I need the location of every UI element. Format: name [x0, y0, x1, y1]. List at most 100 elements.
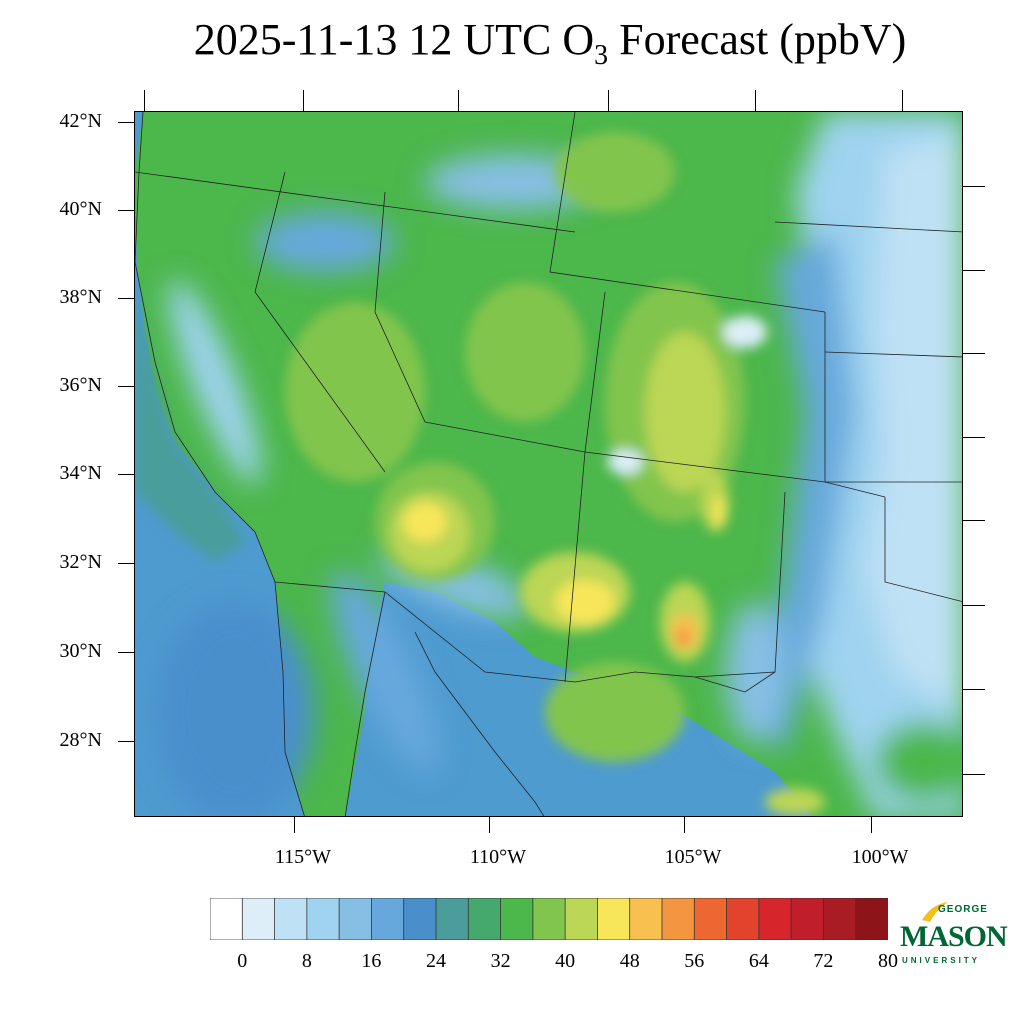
border-az-nm	[564, 451, 586, 683]
southeast-yellow	[765, 788, 825, 816]
colorbar-swatch	[823, 898, 857, 940]
arizona-yellow-core	[403, 502, 447, 542]
colorbar-swatch	[726, 898, 760, 940]
map-title: 2025-11-13 12 UTC O3 Forecast (ppbV)	[0, 14, 1024, 72]
border-nv-ut	[374, 191, 426, 423]
plains-pale	[865, 132, 962, 711]
south-ocean-blue	[155, 602, 315, 816]
mainland-mexico-coast	[414, 631, 545, 816]
lat-label: 30°N	[59, 640, 102, 662]
colorbar-swatch	[758, 898, 793, 940]
border-ut-az	[424, 421, 586, 453]
lon-tick	[684, 817, 685, 833]
pale-patch-east	[607, 450, 643, 474]
lat-tick	[118, 122, 134, 123]
colorbar-swatch	[467, 898, 502, 940]
lat-tick	[118, 386, 134, 387]
colorbar-swatch	[338, 898, 373, 940]
top-tick	[755, 90, 756, 111]
colorbar-label: 16	[361, 950, 382, 972]
colorbar-swatch	[274, 898, 308, 940]
wyoming-light-green	[555, 132, 675, 212]
colorbar-swatch	[693, 898, 728, 940]
colorado-yellow-green	[645, 332, 725, 492]
chihuahua-orange	[676, 629, 690, 647]
lon-tick	[489, 817, 490, 833]
colorbar-label: 48	[619, 950, 640, 972]
right-tick	[963, 353, 985, 354]
title-subscript: 3	[594, 39, 609, 71]
george-mason-logo: GEORGE MASON UNIVERSITY	[898, 900, 1008, 970]
logo-george: GEORGE	[938, 904, 988, 915]
central-valley-blue	[169, 279, 261, 485]
lat-label: 40°N	[59, 198, 102, 220]
lat-tick	[118, 474, 134, 475]
border-us-mexico	[274, 581, 776, 693]
right-tick	[963, 437, 985, 438]
lat-tick	[118, 298, 134, 299]
lat-tick	[118, 652, 134, 653]
border-east-1	[774, 221, 962, 233]
lon-label: 110°W	[469, 846, 527, 868]
lat-label: 36°N	[59, 374, 102, 396]
colorbar-label: 24	[426, 950, 446, 972]
top-tick	[902, 90, 903, 111]
colorbar	[210, 898, 888, 940]
pale-lake-patch	[723, 316, 767, 348]
title-suffix: Forecast (ppbV)	[608, 15, 907, 64]
border-ca-nv	[254, 171, 386, 473]
sonora-light-green	[545, 662, 685, 762]
lon-label: 105°W	[664, 846, 722, 868]
top-tick	[144, 90, 145, 111]
colorbar-swatch	[629, 898, 663, 940]
top-tick	[303, 90, 304, 111]
border-east-2	[824, 351, 962, 358]
colorbar-swatch	[210, 898, 244, 940]
nevada-light-green	[285, 302, 425, 482]
gulf-green	[875, 722, 962, 802]
colorbar-swatch	[564, 898, 599, 940]
lat-tick	[118, 563, 134, 564]
lat-label: 34°N	[59, 462, 102, 484]
right-tick	[963, 270, 985, 271]
texas-yellow-core	[713, 496, 727, 528]
colorbar-label: 32	[490, 950, 511, 972]
right-tick	[963, 520, 985, 521]
logo-swoosh-icon	[922, 902, 948, 922]
newmexico-yellow-core	[555, 580, 615, 624]
gulf-california-blue	[331, 571, 439, 773]
colorbar-swatch	[371, 898, 405, 940]
political-borders	[135, 112, 962, 816]
colorbar-swatch	[855, 898, 888, 940]
lat-label: 42°N	[59, 110, 102, 132]
baja-east-coast	[344, 591, 386, 816]
colorbar-label: 40	[555, 950, 576, 972]
border-or-nv	[135, 171, 576, 233]
lat-label: 38°N	[59, 286, 102, 308]
colorbar-swatch	[661, 898, 696, 940]
right-tick	[963, 186, 985, 187]
colorbar-label: 80	[878, 950, 898, 972]
lat-label: 28°N	[59, 729, 102, 751]
ozone-map	[134, 111, 963, 817]
colorbar-swatch	[500, 898, 534, 940]
plains-blue-streak	[755, 232, 855, 752]
border-wy-co	[549, 112, 826, 313]
colorbar-swatch	[241, 898, 276, 940]
lat-tick	[118, 741, 134, 742]
lat-tick	[118, 210, 134, 211]
colorbar-swatch	[403, 898, 437, 940]
colorbar-label: 72	[813, 950, 834, 972]
coastline	[135, 112, 305, 816]
nearshore-teal	[135, 282, 245, 562]
colorbar-label: 64	[748, 950, 769, 972]
right-tick	[963, 774, 985, 775]
colorbar-swatch	[790, 898, 825, 940]
logo-mason: MASON	[900, 920, 1008, 953]
border-co-nm	[584, 291, 826, 483]
lon-tick	[294, 817, 295, 833]
lon-tick	[871, 817, 872, 833]
title-prefix: 2025-11-13 12 UTC O	[193, 15, 595, 64]
colorbar-swatch	[532, 898, 567, 940]
colorbar-swatch	[435, 898, 470, 940]
